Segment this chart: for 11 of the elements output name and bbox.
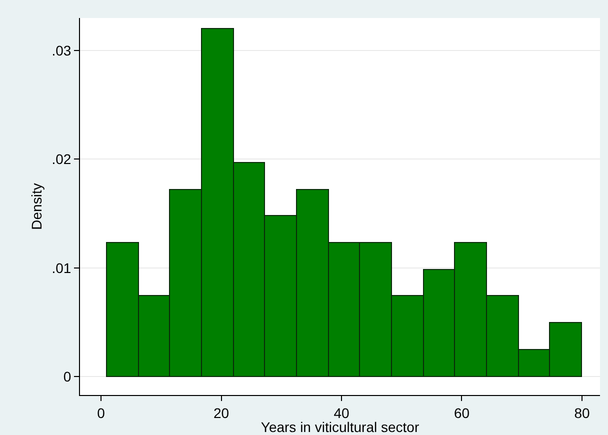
x-tick-label: 20 [213, 404, 230, 421]
y-tick-label: .01 [52, 260, 72, 276]
y-tick-label: .02 [52, 151, 72, 168]
y-tick-label: .03 [52, 42, 72, 58]
x-axis-title: Years in viticultural sector [260, 419, 420, 435]
x-tick-label: 60 [454, 404, 470, 421]
x-tick-label: 80 [574, 404, 590, 421]
x-tick-label: 0 [97, 404, 106, 421]
x-tick-label: 40 [334, 404, 350, 421]
y-tick-label: 0 [63, 368, 72, 384]
y-axis-title: Density [28, 183, 44, 230]
